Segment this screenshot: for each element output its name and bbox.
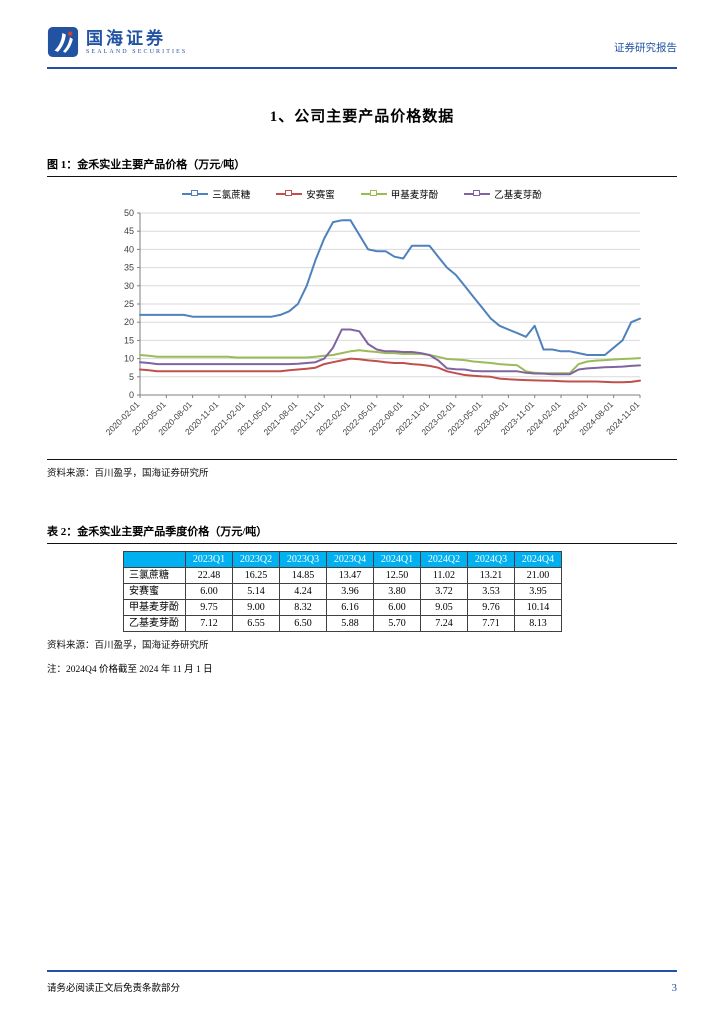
legend-label: 甲基麦芽酚 bbox=[390, 191, 439, 201]
value-cell: 3.72 bbox=[420, 583, 468, 600]
svg-text:45: 45 bbox=[124, 226, 134, 236]
table-col-header: 2023Q3 bbox=[279, 551, 327, 568]
svg-text:0: 0 bbox=[129, 390, 134, 400]
value-cell: 3.96 bbox=[326, 583, 374, 600]
value-cell: 10.14 bbox=[514, 599, 562, 616]
brand-logo bbox=[47, 26, 79, 58]
value-cell: 11.02 bbox=[420, 567, 468, 584]
svg-text:40: 40 bbox=[124, 244, 134, 254]
value-cell: 6.50 bbox=[279, 615, 327, 632]
svg-text:35: 35 bbox=[124, 263, 134, 273]
row-name-cell: 三氯蔗糖 bbox=[123, 567, 186, 584]
svg-text:15: 15 bbox=[124, 335, 134, 345]
legend-label: 乙基麦芽酚 bbox=[494, 191, 542, 201]
table-col-header: 2023Q1 bbox=[185, 551, 233, 568]
value-cell: 5.14 bbox=[232, 583, 280, 600]
table-section: 表 2：金禾实业主要产品季度价格（万元/吨） 2023Q1 2023Q2 2023Q… bbox=[0, 523, 724, 675]
brand: 国海证券 SEALAND SECURITIES bbox=[47, 26, 187, 58]
table-row: 三氯蔗糖 22.48 16.25 14.85 13.47 12.50 11.02 13.21 2… bbox=[123, 567, 562, 584]
table-note: 注：2024Q4 价格截至 2024 年 11 月 1 日 bbox=[47, 665, 213, 675]
table-row: 安赛蜜 6.00 5.14 4.24 3.96 3.80 3.72 3.53 3.95 bbox=[123, 583, 562, 600]
chart-legend: 三氯蔗糖 安赛蜜 甲基麦芽酚 乙基麦芽酚 bbox=[47, 187, 677, 201]
price-chart: 051015202530354045502020-02-012020-05-01… bbox=[104, 208, 642, 437]
value-cell: 6.16 bbox=[326, 599, 374, 616]
table-col-header: 2024Q2 bbox=[420, 551, 468, 568]
table-col-header: 2023Q2 bbox=[232, 551, 280, 568]
row-name-cell: 甲基麦芽酚 bbox=[123, 599, 186, 616]
value-cell: 5.88 bbox=[326, 615, 374, 632]
value-cell: 3.80 bbox=[373, 583, 421, 600]
svg-text:5: 5 bbox=[129, 372, 134, 382]
figure-source: 资料来源：百川盈孚，国海证券研究所 bbox=[47, 469, 209, 479]
brand-text: 国海证券 SEALAND SECURITIES bbox=[86, 29, 187, 55]
value-cell: 8.13 bbox=[514, 615, 562, 632]
svg-text:50: 50 bbox=[124, 208, 134, 218]
legend-marker bbox=[360, 190, 387, 196]
figure-divider bbox=[47, 459, 677, 460]
value-cell: 22.48 bbox=[185, 567, 233, 584]
section-title: 1、公司主要产品价格数据 bbox=[269, 109, 455, 125]
table-row: 乙基麦芽酚 7.12 6.55 6.50 5.88 5.70 7.24 7.71 8.13 bbox=[123, 615, 562, 632]
value-cell: 6.00 bbox=[373, 599, 421, 616]
table-caption: 表 2：金禾实业主要产品季度价格（万元/吨） bbox=[47, 523, 677, 544]
brand-name: 国海证券 bbox=[86, 29, 166, 49]
legend-marker bbox=[182, 190, 209, 196]
value-cell: 7.71 bbox=[467, 615, 515, 632]
legend-item-1: 安赛蜜 bbox=[276, 187, 335, 201]
legend-label: 安赛蜜 bbox=[306, 191, 335, 201]
report-type-label: 证券研究报告 bbox=[614, 43, 677, 54]
value-cell: 3.53 bbox=[467, 583, 515, 600]
page-header: 国海证券 SEALAND SECURITIES 证券研究报告 bbox=[0, 0, 724, 58]
value-cell: 9.76 bbox=[467, 599, 515, 616]
value-cell: 16.25 bbox=[232, 567, 280, 584]
value-cell: 9.75 bbox=[185, 599, 233, 616]
legend-label: 三氯蔗糖 bbox=[212, 191, 251, 201]
value-cell: 21.00 bbox=[514, 567, 562, 584]
value-cell: 3.95 bbox=[514, 583, 562, 600]
value-cell: 12.50 bbox=[373, 567, 421, 584]
row-name-cell: 安赛蜜 bbox=[123, 583, 186, 600]
legend-marker bbox=[464, 190, 491, 196]
price-table: 2023Q1 2023Q2 2023Q3 2023Q4 2024Q1 2024Q2 2024… bbox=[123, 551, 562, 632]
figure-caption: 图 1：金禾实业主要产品价格（万元/吨） bbox=[47, 156, 677, 177]
svg-text:10: 10 bbox=[124, 354, 134, 364]
table-source: 资料来源：百川盈孚，国海证券研究所 bbox=[47, 641, 209, 651]
table-col-header: 2024Q4 bbox=[514, 551, 562, 568]
price-table-head: 2023Q1 2023Q2 2023Q3 2023Q4 2024Q1 2024Q2 2024… bbox=[123, 551, 562, 568]
page-footer: 请务必阅读正文后免责条款部分 3 bbox=[47, 970, 677, 994]
svg-text:30: 30 bbox=[124, 281, 134, 291]
header-divider bbox=[47, 67, 677, 69]
legend-item-2: 甲基麦芽酚 bbox=[360, 187, 439, 201]
table-corner-cell bbox=[123, 551, 186, 568]
table-col-header: 2023Q4 bbox=[326, 551, 374, 568]
legend-item-0: 三氯蔗糖 bbox=[182, 187, 250, 201]
value-cell: 6.00 bbox=[185, 583, 233, 600]
table-col-header: 2024Q3 bbox=[467, 551, 515, 568]
value-cell: 13.21 bbox=[467, 567, 515, 584]
legend-item-3: 乙基麦芽酚 bbox=[464, 187, 542, 201]
table-col-header: 2024Q1 bbox=[373, 551, 421, 568]
value-cell: 7.12 bbox=[185, 615, 233, 632]
value-cell: 9.05 bbox=[420, 599, 468, 616]
brand-subtitle: SEALAND SECURITIES bbox=[86, 48, 188, 55]
page-number: 3 bbox=[671, 982, 678, 994]
value-cell: 5.70 bbox=[373, 615, 421, 632]
value-cell: 4.24 bbox=[279, 583, 327, 600]
value-cell: 7.24 bbox=[420, 615, 468, 632]
legend-marker bbox=[276, 190, 303, 196]
value-cell: 9.00 bbox=[232, 599, 280, 616]
svg-text:25: 25 bbox=[124, 299, 134, 309]
table-row: 甲基麦芽酚 9.75 9.00 8.32 6.16 6.00 9.05 9.76 10.14 bbox=[123, 599, 562, 616]
footer-disclaimer: 请务必阅读正文后免责条款部分 bbox=[47, 984, 181, 994]
table-header-row: 2023Q1 2023Q2 2023Q3 2023Q4 2024Q1 2024Q2 2024… bbox=[123, 551, 562, 568]
value-cell: 8.32 bbox=[279, 599, 327, 616]
value-cell: 13.47 bbox=[326, 567, 374, 584]
row-name-cell: 乙基麦芽酚 bbox=[123, 615, 186, 632]
svg-text:20: 20 bbox=[124, 317, 134, 327]
value-cell: 14.85 bbox=[279, 567, 327, 584]
price-table-body: 三氯蔗糖 22.48 16.25 14.85 13.47 12.50 11.02 13.21 2… bbox=[123, 567, 562, 632]
value-cell: 6.55 bbox=[232, 615, 280, 632]
figure-section: 图 1：金禾实业主要产品价格（万元/吨） 三氯蔗糖 安赛蜜 甲基麦芽酚 乙基麦芽酚 0… bbox=[0, 156, 724, 479]
